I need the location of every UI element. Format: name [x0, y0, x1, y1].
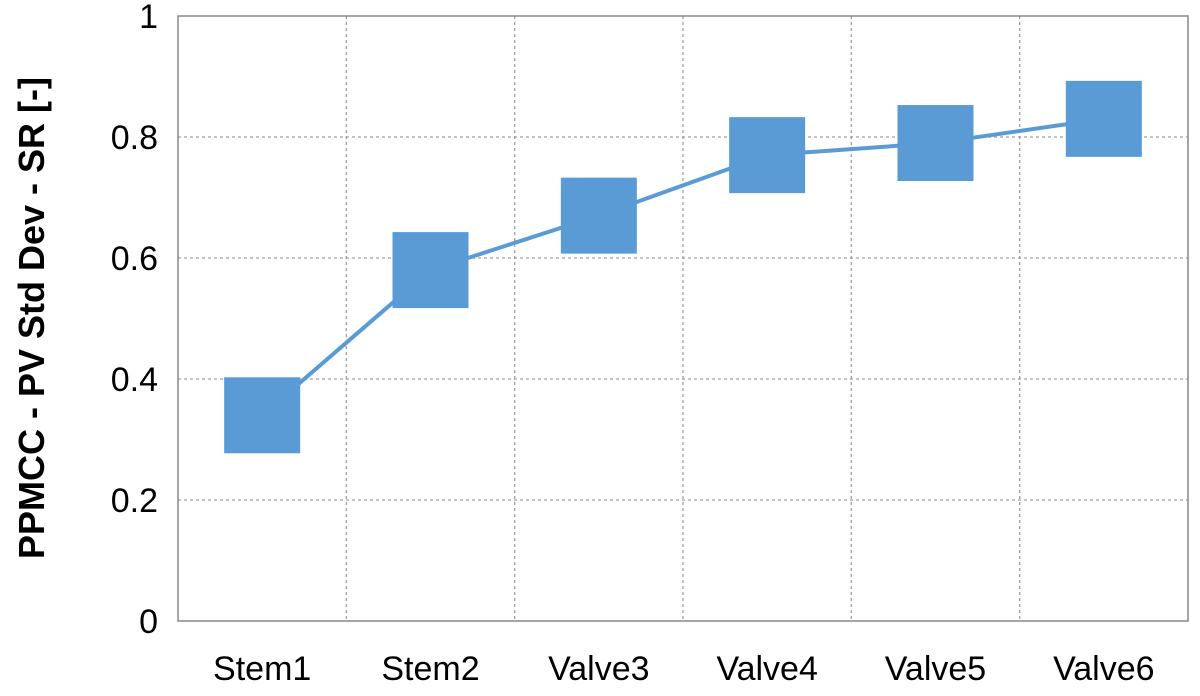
x-tick-label: Valve5: [885, 650, 986, 688]
x-tick-label: Stem2: [381, 650, 479, 688]
y-axis-title: PPMCC - PV Std Dev - SR [-]: [11, 77, 52, 559]
y-tick-label: 0.2: [111, 482, 158, 520]
plot-area-border: [177, 15, 1189, 622]
data-point-marker: [224, 377, 301, 454]
x-tick-label: Valve4: [716, 650, 817, 688]
data-point-marker: [560, 177, 637, 254]
y-tick-label: 0: [139, 603, 158, 641]
data-point-marker: [897, 105, 974, 182]
data-point-marker: [392, 232, 469, 309]
x-tick-label: Stem1: [213, 650, 311, 688]
data-point-marker: [1065, 80, 1142, 157]
series-markers: [224, 80, 1142, 454]
y-tick-label: 0.8: [111, 119, 158, 157]
y-tick-label: 0.6: [111, 240, 158, 278]
y-tick-label: 0.4: [111, 361, 158, 399]
y-tick-label: 1: [139, 0, 158, 36]
x-tick-label: Valve3: [548, 650, 649, 688]
x-tick-labels: Stem1 Stem2 Valve3 Valve4 Valve5 Valve6: [213, 650, 1155, 688]
gridlines: [178, 16, 1188, 621]
data-point-marker: [729, 117, 806, 194]
y-tick-labels: 0 0.2 0.4 0.6 0.8 1: [111, 0, 158, 641]
x-tick-label: Valve6: [1053, 650, 1154, 688]
